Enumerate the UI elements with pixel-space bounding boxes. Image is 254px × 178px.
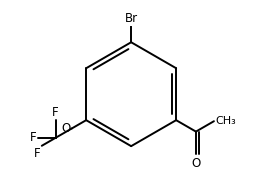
Text: Br: Br xyxy=(125,12,138,25)
Text: O: O xyxy=(61,122,71,135)
Text: CH₃: CH₃ xyxy=(215,116,236,126)
Text: F: F xyxy=(30,131,36,144)
Text: F: F xyxy=(34,147,41,160)
Text: O: O xyxy=(191,156,201,169)
Text: F: F xyxy=(52,106,59,119)
